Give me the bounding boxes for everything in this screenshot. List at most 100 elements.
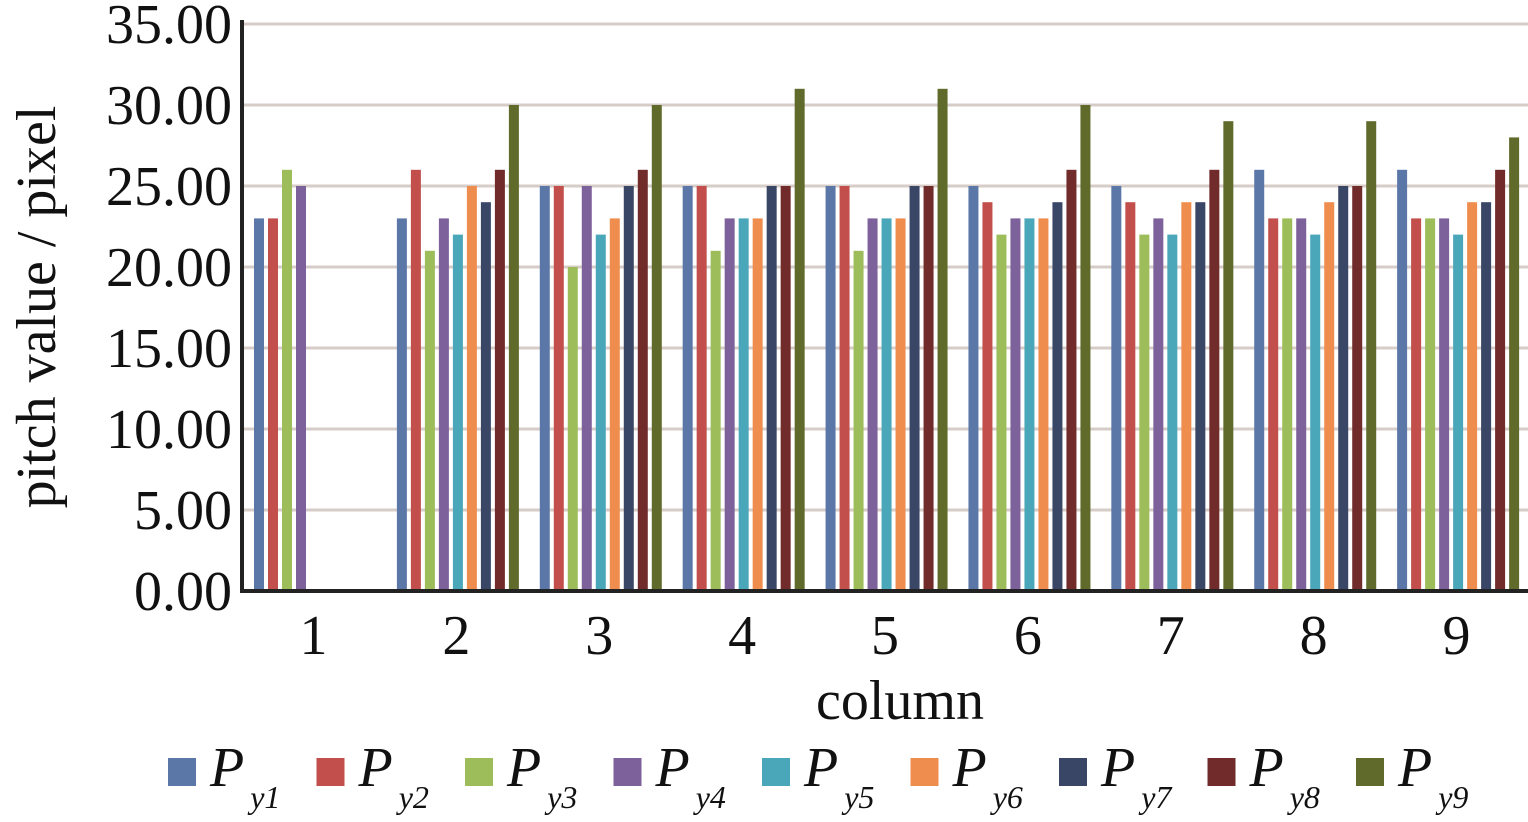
bar-y2-col6 <box>982 202 993 591</box>
legend-swatch <box>168 758 196 786</box>
bar-y1-col4 <box>682 186 693 591</box>
bar-y1-col2 <box>396 218 407 591</box>
bar-y1-col9 <box>1397 169 1408 592</box>
y-tick-label: 15.00 <box>106 318 232 380</box>
bar-y4-col9 <box>1439 218 1450 591</box>
y-tick-label: 30.00 <box>106 75 232 137</box>
legend-swatch <box>1059 758 1087 786</box>
bar-y4-col1 <box>296 186 306 591</box>
y-tick-label: 5.00 <box>134 480 232 542</box>
bar-y8-col8 <box>1352 186 1363 591</box>
bar-y4-col4 <box>724 218 735 591</box>
bar-y9-col8 <box>1366 121 1377 591</box>
bar-y6-col6 <box>1038 218 1049 591</box>
x-tick-label: 7 <box>1157 605 1185 667</box>
bar-y3-col5 <box>853 250 864 592</box>
bar-y6-col4 <box>752 218 763 591</box>
bar-y7-col9 <box>1481 202 1492 591</box>
bar-y1-col6 <box>968 186 979 591</box>
bar-y5-col5 <box>881 218 892 591</box>
bar-y8-col7 <box>1209 169 1220 592</box>
bar-y4-col7 <box>1153 218 1164 591</box>
bar-y2-col7 <box>1125 202 1136 591</box>
bar-y5-col2 <box>452 234 463 591</box>
legend-swatch <box>316 758 345 786</box>
bar-y2-col3 <box>553 186 564 591</box>
x-axis-title: column <box>816 670 984 732</box>
y-tick-label: 20.00 <box>106 237 232 299</box>
bar-y5-col7 <box>1167 234 1178 591</box>
bar-y9-col7 <box>1223 121 1234 591</box>
bar-y6-col3 <box>609 218 620 591</box>
bar-y9-col2 <box>508 105 519 591</box>
bar-y7-col5 <box>909 186 920 591</box>
bar-y8-col3 <box>637 169 648 592</box>
legend-swatch <box>613 758 642 786</box>
bar-y8-col6 <box>1066 169 1077 592</box>
legend-swatch <box>1207 758 1236 786</box>
x-tick-label: 9 <box>1443 605 1471 667</box>
y-axis-title: pitch value / pixel <box>6 106 68 509</box>
bar-y6-col8 <box>1324 202 1335 591</box>
bar-y1-col5 <box>825 186 836 591</box>
legend-swatch <box>1356 758 1384 786</box>
bar-y7-col6 <box>1052 202 1063 591</box>
y-tick-label: 35.00 <box>106 0 232 56</box>
legend-swatch <box>762 758 790 786</box>
y-tick-labels: 0.00 5.00 10.00 15.00 20.00 25.00 30.00 35.00 <box>106 0 232 623</box>
y-tick-label: 25.00 <box>106 156 232 218</box>
bar-y5-col8 <box>1310 234 1321 591</box>
bar-y7-col3 <box>623 186 634 591</box>
bar-y3-col6 <box>996 234 1007 591</box>
bar-y2-col5 <box>839 186 850 591</box>
bar-y1-col8 <box>1254 169 1265 592</box>
x-tick-label: 8 <box>1300 605 1328 667</box>
bar-y3-col4 <box>710 250 721 592</box>
bar-y3-col1 <box>282 169 292 592</box>
bar-y3-col8 <box>1282 218 1293 591</box>
bar-y3-col2 <box>424 250 435 592</box>
bar-y8-col4 <box>780 186 791 591</box>
bar-y8-col2 <box>494 169 505 592</box>
bar-y9-col4 <box>794 88 805 592</box>
bar-y2-col2 <box>410 169 421 592</box>
x-tick-label: 3 <box>585 605 613 667</box>
bar-y9-col9 <box>1509 137 1520 591</box>
x-tick-label: 5 <box>871 605 899 667</box>
bar-y4-col2 <box>438 218 449 591</box>
bar-y2-col8 <box>1268 218 1279 591</box>
bar-y7-col7 <box>1195 202 1206 591</box>
bars <box>254 88 1520 592</box>
bar-y6-col9 <box>1467 202 1478 591</box>
bar-y8-col5 <box>923 186 934 591</box>
bar-y2-col4 <box>696 186 707 591</box>
x-tick-labels: 1 2 3 4 5 6 7 8 9 <box>299 605 1470 667</box>
bar-y9-col3 <box>651 105 662 591</box>
bar-y5-col6 <box>1024 218 1035 591</box>
x-tick-label: 1 <box>299 605 327 667</box>
bar-y5-col9 <box>1453 234 1464 591</box>
bar-y4-col8 <box>1296 218 1307 591</box>
bar-y4-col5 <box>867 218 878 591</box>
x-tick-label: 4 <box>728 605 756 667</box>
bar-y9-col5 <box>937 88 948 592</box>
bar-y4-col6 <box>1010 218 1021 591</box>
bar-y5-col3 <box>595 234 606 591</box>
legend-swatch <box>465 758 493 786</box>
bar-y7-col4 <box>766 186 777 591</box>
legend-swatch <box>910 758 939 786</box>
